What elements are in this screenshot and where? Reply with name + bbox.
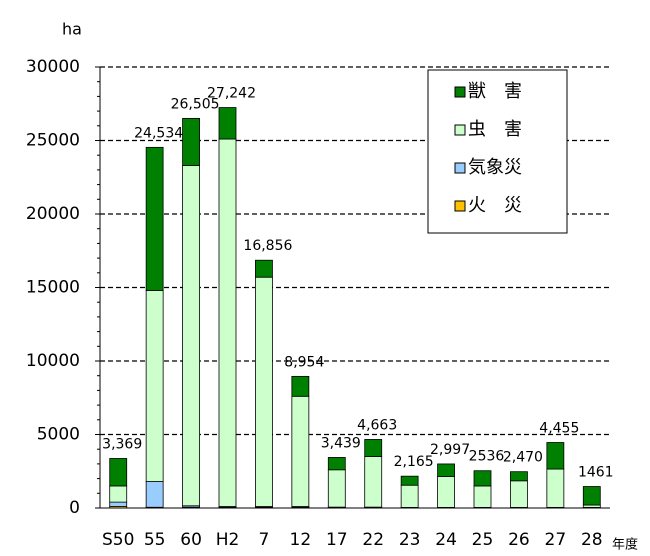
x-tick-label: 60 [180,530,202,550]
x-tick-label: 17 [326,530,348,550]
legend-label: 気象災 [468,157,522,178]
x-axis-label: 年度 [612,537,638,553]
total-label: 4,663 [357,417,397,433]
total-label: 2,165 [394,454,434,470]
bar-segment [109,485,128,503]
total-label: 2,997 [430,442,470,458]
y-tick-label: 25000 [26,131,80,151]
bar-segment [182,165,200,507]
legend-label: 火 災 [468,195,522,216]
bar-segment [546,442,565,470]
total-label: 26,505 [171,96,220,112]
x-tick-label: 27 [545,530,567,550]
bar-segment [437,475,455,508]
x-tick-label: 28 [581,530,603,550]
total-label: 16,856 [243,238,292,254]
legend-marker [454,124,466,136]
x-tick-label: 12 [290,530,312,550]
bar-segment [510,480,528,508]
total-label: 4,455 [539,421,579,437]
y-tick-label: 20000 [26,204,80,224]
bar-segment [145,290,164,482]
bar-segment [145,146,164,291]
legend-marker [454,86,466,98]
bar-segment [109,501,128,507]
x-tick-label: 22 [362,530,384,550]
bar-segment [109,458,128,487]
legend-marker [454,162,466,174]
y-tick-label: 0 [69,498,80,518]
x-tick-label: 55 [144,530,166,550]
x-tick-label: 23 [399,530,421,550]
bar-segment [437,463,455,477]
bar-segment [218,138,237,507]
y-axis-label: ha [62,20,82,39]
bar-segment [182,117,200,166]
legend-label: 獣 害 [468,81,522,102]
total-label: 2,470 [503,450,543,466]
bar-segment [473,485,492,508]
total-label: 8,954 [284,354,324,370]
y-tick-label: 5000 [37,425,80,445]
total-label: 3,369 [102,436,142,452]
x-tick-label: H2 [216,530,240,550]
bar-segment [218,107,237,140]
x-tick-label: S50 [102,530,134,550]
legend-box [427,69,568,234]
total-label: 2536 [469,449,505,465]
y-tick-label: 10000 [26,351,80,371]
bar-segment [364,439,383,457]
x-tick-label: 24 [435,530,457,550]
legend-label: 虫 害 [468,119,522,140]
bar-segment [291,395,310,507]
bar-segment [255,276,273,507]
bar-segment [400,475,419,486]
x-tick-label: 26 [508,530,530,550]
bar-segment [510,471,528,482]
bar-segment [327,469,346,508]
bar-segment [364,456,383,508]
total-label: 3,439 [321,435,361,451]
total-label: 27,242 [207,86,256,102]
y-tick-label: 15000 [26,278,80,298]
legend-marker [454,200,466,212]
y-tick-label: 30000 [26,57,80,77]
bar-segment [145,481,164,508]
bar-segment [291,375,310,397]
total-label: 1461 [578,465,614,481]
bar-segment [255,259,273,278]
bar-segment [546,468,565,508]
bar-segment [400,484,419,508]
bar-segment [473,470,492,487]
bar-segment [327,457,346,471]
total-label: 24,534 [134,125,183,141]
bar-segment [582,486,601,506]
x-tick-label: 25 [472,530,494,550]
x-tick-label: 7 [259,530,270,550]
